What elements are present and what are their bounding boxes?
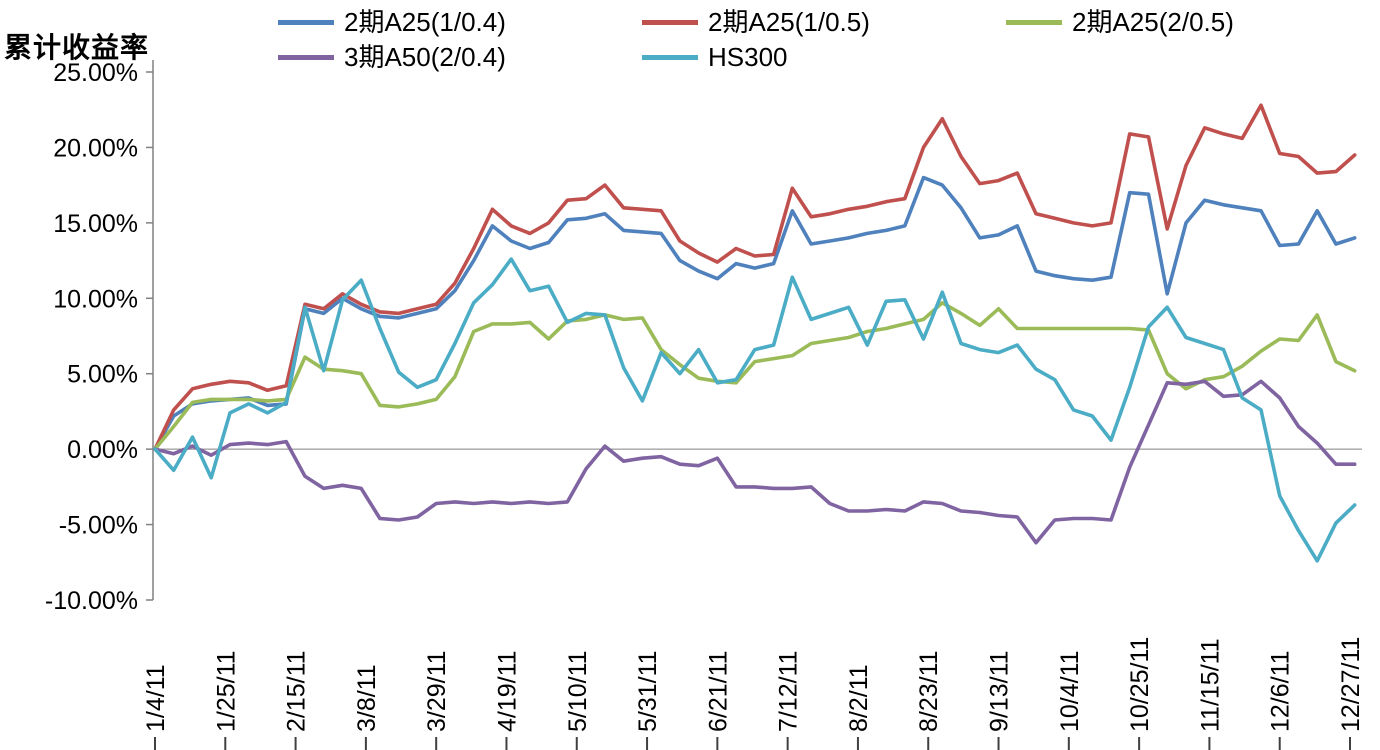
- legend-label: 2期A25(2/0.5): [1072, 7, 1234, 37]
- y-tick-label: 15.00%: [53, 210, 138, 238]
- legend-line-swatch: [642, 19, 698, 25]
- y-tick-label: 5.00%: [67, 361, 138, 389]
- legend-label: 2期A25(1/0.5): [708, 7, 870, 37]
- x-tick-label: 11/15/11: [1196, 638, 1224, 732]
- chart-title: 累计收益率: [4, 32, 150, 63]
- legend-label: HS300: [708, 42, 788, 72]
- legend-line-swatch: [642, 54, 698, 60]
- chart-legend: 2期A25(1/0.4) 2期A25(1/0.5) 2期A25(2/0.5) 3期A5…: [278, 6, 1370, 73]
- y-tick-label: 0.00%: [67, 436, 138, 464]
- x-tick-label: 1/25/11: [212, 650, 240, 732]
- x-tick-label: 1/4/11: [142, 664, 170, 732]
- x-tick-label: 3/8/11: [353, 664, 381, 732]
- y-tick-label: 10.00%: [53, 285, 138, 313]
- x-tick-label: 12/27/11: [1337, 637, 1365, 732]
- legend-label: 2期A25(1/0.4): [344, 7, 506, 37]
- x-tick-label: 3/29/11: [423, 650, 451, 732]
- series-line-2期A25(1/0.4): [153, 175, 1357, 451]
- x-tick-label: 10/4/11: [1056, 650, 1084, 732]
- x-tick-label: 5/10/11: [564, 650, 592, 732]
- x-tick-label: 10/25/11: [1126, 637, 1154, 732]
- legend-item-2期A25(1/0.4): 2期A25(1/0.4): [278, 6, 642, 38]
- y-tick-label: 25.00%: [53, 59, 138, 87]
- legend-row: 3期A50(2/0.4) HS300: [278, 41, 1370, 73]
- x-tick-label: 9/13/11: [986, 650, 1014, 732]
- y-tick-label: -5.00%: [59, 512, 138, 540]
- legend-line-swatch: [1006, 19, 1062, 25]
- legend-line-swatch: [278, 54, 334, 60]
- legend-item-2期A25(2/0.5): 2期A25(2/0.5): [1006, 6, 1370, 38]
- series-line-HS300: [153, 257, 1357, 563]
- x-tick-label: 8/2/11: [845, 664, 873, 732]
- legend-line-swatch: [278, 19, 334, 25]
- x-tick-label: 7/12/11: [775, 650, 803, 732]
- y-tick-label: -10.00%: [45, 587, 138, 615]
- legend-row: 2期A25(1/0.4) 2期A25(1/0.5) 2期A25(2/0.5): [278, 6, 1370, 38]
- x-tick-label: 12/6/11: [1267, 650, 1295, 732]
- legend-item-2期A25(1/0.5): 2期A25(1/0.5): [642, 6, 1006, 38]
- x-tick-label: 5/31/11: [634, 650, 662, 732]
- series-line-3期A50(2/0.4): [153, 379, 1357, 545]
- y-tick-label: 20.00%: [53, 134, 138, 162]
- series-line-2期A25(2/0.5): [153, 300, 1357, 451]
- legend-label: 3期A50(2/0.4): [344, 42, 506, 72]
- x-tick-label: 4/19/11: [493, 650, 521, 732]
- legend-item-3期A50(2/0.4): 3期A50(2/0.4): [278, 41, 642, 73]
- x-tick-label: 2/15/11: [283, 650, 311, 732]
- x-tick-label: 6/21/11: [704, 650, 732, 732]
- series-line-2期A25(1/0.5): [153, 103, 1357, 451]
- x-tick-label: 8/23/11: [915, 650, 943, 732]
- legend-item-HS300: HS300: [642, 41, 1006, 73]
